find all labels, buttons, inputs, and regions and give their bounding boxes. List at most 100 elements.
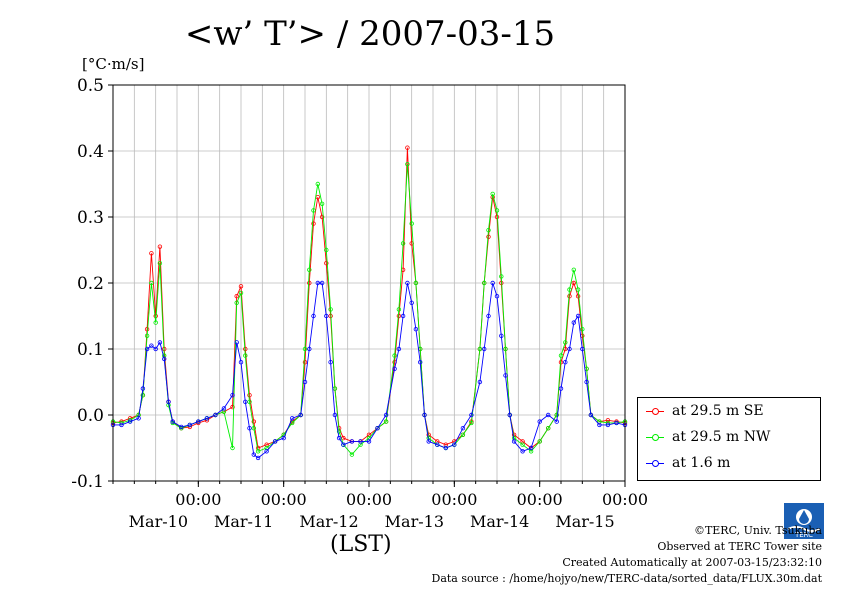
series-point-2 [230, 393, 235, 398]
series-point-2 [127, 419, 133, 424]
series-point-2 [554, 419, 559, 424]
legend-marker-nw [652, 434, 659, 441]
series-point-2 [507, 412, 512, 418]
series-point-1 [490, 191, 495, 197]
series-point-2 [499, 333, 504, 338]
series-point-2 [119, 422, 124, 428]
series-point-0 [324, 261, 329, 266]
series-point-1 [486, 227, 491, 233]
series-point-1 [469, 420, 474, 426]
series-point-2 [563, 360, 568, 365]
series-point-1 [477, 346, 483, 352]
series-point-2 [179, 424, 184, 430]
series-point-1 [349, 452, 355, 457]
series-point-1 [328, 307, 333, 312]
series-point-1 [392, 353, 397, 358]
plot-frame [112, 84, 626, 482]
legend-item-1p6: at 1.6 m [638, 454, 818, 474]
legend-label-se: at 29.5 m SE [672, 403, 764, 419]
series-point-2 [251, 452, 256, 457]
x-tick-day-label: Mar-13 [385, 512, 444, 531]
series-point-0 [230, 404, 235, 410]
y-tick-label: -0.1 [71, 472, 104, 492]
series-point-2 [290, 416, 295, 421]
series-point-2 [332, 412, 338, 418]
series-point-2 [204, 416, 210, 421]
series-point-2 [558, 386, 564, 391]
series-point-2 [588, 412, 594, 418]
series-point-2 [571, 320, 576, 325]
x-axis-label: (LST) [330, 532, 392, 557]
series-point-2 [426, 439, 431, 444]
series-point-1 [503, 346, 508, 352]
series-point-2 [311, 313, 316, 319]
legend-marker-1p6 [652, 460, 659, 467]
series-point-1 [567, 287, 572, 292]
series-point-2 [324, 313, 329, 319]
series-point-2 [349, 439, 355, 444]
x-tick-time-label: 00:00 [517, 490, 563, 509]
series-point-2 [234, 340, 239, 345]
series-point-2 [520, 449, 525, 454]
series-point-2 [336, 435, 342, 441]
x-tick-day-label: Mar-12 [299, 512, 358, 531]
series-point-2 [272, 439, 278, 444]
series-point-1 [405, 161, 410, 167]
series-point-1 [230, 445, 235, 451]
series-point-2 [136, 416, 141, 421]
legend: at 29.5 m SE at 29.5 m NW at 1.6 m [637, 397, 821, 481]
series-point-1 [336, 429, 342, 434]
series-point-1 [575, 287, 581, 292]
series-point-1 [149, 280, 154, 286]
series-point-2 [375, 426, 380, 431]
series-point-2 [166, 399, 171, 404]
series-point-0 [311, 221, 316, 226]
series-point-2 [575, 313, 581, 319]
series-point-2 [567, 346, 572, 352]
series-point-2 [144, 346, 150, 352]
series-point-2 [307, 346, 312, 352]
series-point-0 [196, 420, 201, 426]
series-point-1 [247, 399, 252, 404]
series-point-2 [366, 439, 372, 444]
series-point-0 [405, 145, 410, 150]
series-point-2 [605, 422, 611, 428]
y-tick-label: 0.1 [77, 340, 104, 360]
series-point-1 [307, 267, 312, 272]
series-point-2 [400, 313, 406, 319]
series-point-2 [238, 360, 244, 365]
chart-title: <w’ T’> / 2007-03-15 [184, 14, 556, 54]
series-point-2 [221, 406, 227, 411]
series-point-1 [157, 261, 163, 266]
series-point-2 [328, 360, 333, 365]
series-point-2 [187, 422, 192, 428]
series-point-2 [243, 399, 248, 404]
series-point-2 [584, 379, 589, 385]
x-tick-day-label: Mar-15 [555, 512, 614, 531]
series-point-1 [413, 280, 419, 286]
series-point-0 [575, 294, 581, 299]
series-point-2 [161, 356, 167, 362]
series-point-1 [238, 290, 244, 296]
series-point-1 [400, 241, 406, 246]
series-point-0 [238, 284, 244, 289]
series-point-0 [605, 418, 611, 423]
series-point-2 [418, 360, 423, 365]
series-point-0 [307, 280, 312, 286]
series-point-2 [247, 426, 252, 431]
series-point-2 [413, 327, 419, 332]
series-point-2 [264, 449, 269, 454]
series-point-2 [597, 422, 602, 428]
series-point-1 [499, 274, 504, 279]
series-point-1 [580, 327, 585, 332]
series-point-2 [409, 300, 414, 305]
observed-text: Observed at TERC Tower site [657, 540, 822, 553]
series-point-2 [341, 442, 346, 447]
y-tick-label: 0.4 [77, 142, 104, 162]
series-point-2 [614, 420, 619, 426]
logo-text: TERC [794, 531, 813, 539]
x-tick-time-label: 00:00 [602, 490, 648, 509]
series-point-1 [554, 412, 559, 418]
series-point-2 [383, 412, 389, 418]
